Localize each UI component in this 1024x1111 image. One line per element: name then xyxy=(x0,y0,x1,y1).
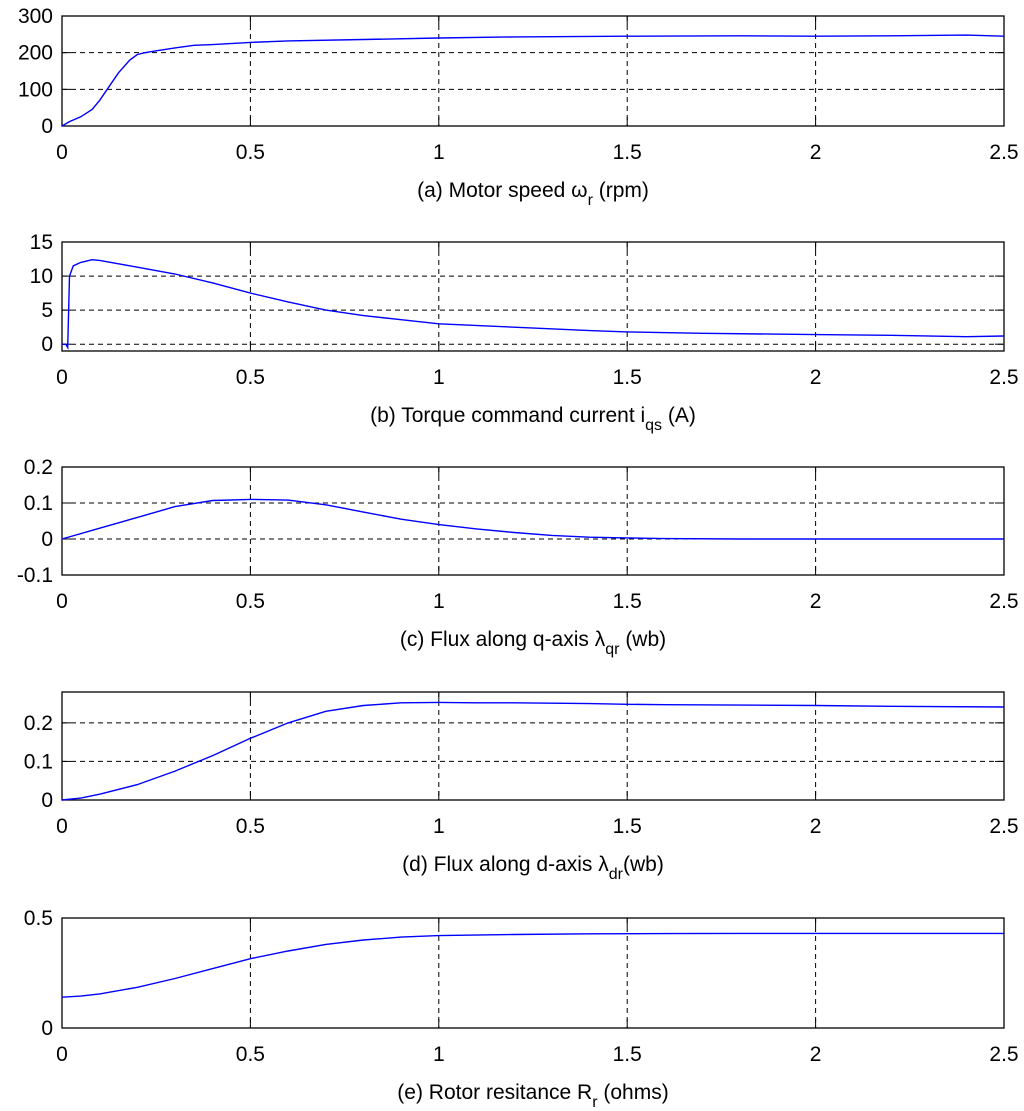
x-tick-label: 0.5 xyxy=(236,815,265,838)
subplot-a: 0 0.5 1 1.5 2 2.5 0 100 200 300 (a) Motor speed ωr… xyxy=(18,5,1019,209)
y-tick-label: 0.2 xyxy=(24,456,53,479)
series-line-iqs xyxy=(62,258,1005,351)
y-tick-label: 15 xyxy=(30,231,53,254)
series-line-speed xyxy=(61,34,1005,127)
subplot-c: 0 0.5 1 1.5 2 2.5-0.100.10.2(c) Flux along q-… xyxy=(17,456,1019,658)
y-tick-label: 0 xyxy=(41,333,53,356)
x-tick-label: 0 xyxy=(56,1043,68,1066)
x-tick-label: 2.5 xyxy=(989,141,1018,164)
caption-unit: (A) xyxy=(662,404,696,427)
caption-text: (d) Flux along d-axis λ xyxy=(402,853,609,876)
x-tick-label: 0.5 xyxy=(236,141,265,164)
y-tick-label: 0.1 xyxy=(24,492,53,515)
axes-box xyxy=(61,691,1005,801)
x-tick-label: 0 xyxy=(56,141,68,164)
y-tick-label: 200 xyxy=(18,42,53,65)
x-tick-label: 2 xyxy=(810,141,822,164)
series-line-lambda_qr xyxy=(61,498,1004,540)
y-tick-label: 0.5 xyxy=(24,907,53,930)
x-tick-label: 2 xyxy=(810,590,822,613)
subplot-caption: (d) Flux along d-axis λdr(wb) xyxy=(402,853,664,883)
x-tick-label: 1.5 xyxy=(613,590,642,613)
x-tick-label: 2.5 xyxy=(989,590,1018,613)
caption-subscript: qs xyxy=(645,417,662,434)
x-tick-label: 0 xyxy=(56,590,68,613)
x-tick-label: 1.5 xyxy=(613,366,642,389)
caption-text: (a) Motor speed ω xyxy=(417,179,587,202)
y-tick-label: 5 xyxy=(41,299,53,322)
y-tick-label: 100 xyxy=(18,78,53,101)
y-tick-label: 10 xyxy=(30,265,53,288)
caption-subscript: dr xyxy=(609,866,624,883)
caption-unit: (wb) xyxy=(623,853,664,876)
x-tick-label: 1.5 xyxy=(613,815,642,838)
series-line-lambda_dr xyxy=(61,701,1005,801)
y-tick-label: 0 xyxy=(41,115,53,138)
x-tick-label: 1.5 xyxy=(613,1043,642,1066)
series-line-Rr xyxy=(61,932,1004,998)
caption-subscript: r xyxy=(588,192,594,209)
caption-text: (e) Rotor resitance R xyxy=(397,1081,592,1104)
x-tick-label: 2 xyxy=(810,815,822,838)
x-tick-label: 0.5 xyxy=(236,366,265,389)
caption-unit: (ohms) xyxy=(598,1081,669,1104)
x-tick-label: 1 xyxy=(433,366,445,389)
x-tick-label: 2 xyxy=(810,366,822,389)
caption-text: (b) Torque command current i xyxy=(370,404,645,427)
subplot-d: 0 0.5 1 1.5 2 2.5 0 0.1 0.2 (d) Flux along d-axis… xyxy=(24,691,1019,883)
caption-unit: (wb) xyxy=(619,628,666,651)
subplot-e: 0 0.5 1 1.5 2 2.5 0 0.5 (e) Rotor resitance Rr (… xyxy=(24,907,1019,1111)
axes-box xyxy=(61,466,1005,576)
axes-box xyxy=(61,241,1005,352)
x-tick-label: 1 xyxy=(433,815,445,838)
caption-text: (c) Flux along q-axis λ xyxy=(400,628,606,651)
x-tick-label: 2.5 xyxy=(989,815,1018,838)
caption-unit: (rpm) xyxy=(593,179,649,202)
subplot-b: 0 0.5 1 1.5 2 2.5 0 5 10 15 (b) Torque command cur… xyxy=(30,231,1019,434)
x-tick-label: 2 xyxy=(810,1043,822,1066)
axes-box xyxy=(61,917,1005,1029)
subplot-caption: (c) Flux along q-axis λqr (wb) xyxy=(400,628,666,658)
x-tick-label: 0.5 xyxy=(236,590,265,613)
y-tick-label: 0 xyxy=(41,528,53,551)
y-tick-label: -0.1 xyxy=(17,564,53,587)
x-tick-label: 1 xyxy=(433,141,445,164)
caption-subscript: r xyxy=(592,1094,598,1111)
y-tick-label: 0.2 xyxy=(24,712,53,735)
x-tick-label: 0 xyxy=(56,815,68,838)
x-tick-label: 1.5 xyxy=(613,141,642,164)
x-tick-label: 2.5 xyxy=(989,1043,1018,1066)
subplot-caption: (b) Torque command current iqs (A) xyxy=(370,404,696,434)
y-tick-label: 0 xyxy=(41,1017,53,1040)
x-tick-label: 0.5 xyxy=(236,1043,265,1066)
subplot-caption: (e) Rotor resitance Rr (ohms) xyxy=(397,1081,668,1111)
y-tick-label: 300 xyxy=(18,5,53,28)
x-tick-label: 1 xyxy=(433,1043,445,1066)
y-tick-label: 0 xyxy=(41,789,53,812)
subplot-caption: (a) Motor speed ωr (rpm) xyxy=(417,179,649,209)
axes-box xyxy=(61,15,1005,127)
x-tick-label: 2.5 xyxy=(989,366,1018,389)
caption-subscript: qr xyxy=(605,641,620,658)
x-tick-label: 1 xyxy=(433,590,445,613)
y-tick-label: 0.1 xyxy=(24,750,53,773)
x-tick-label: 0 xyxy=(56,366,68,389)
